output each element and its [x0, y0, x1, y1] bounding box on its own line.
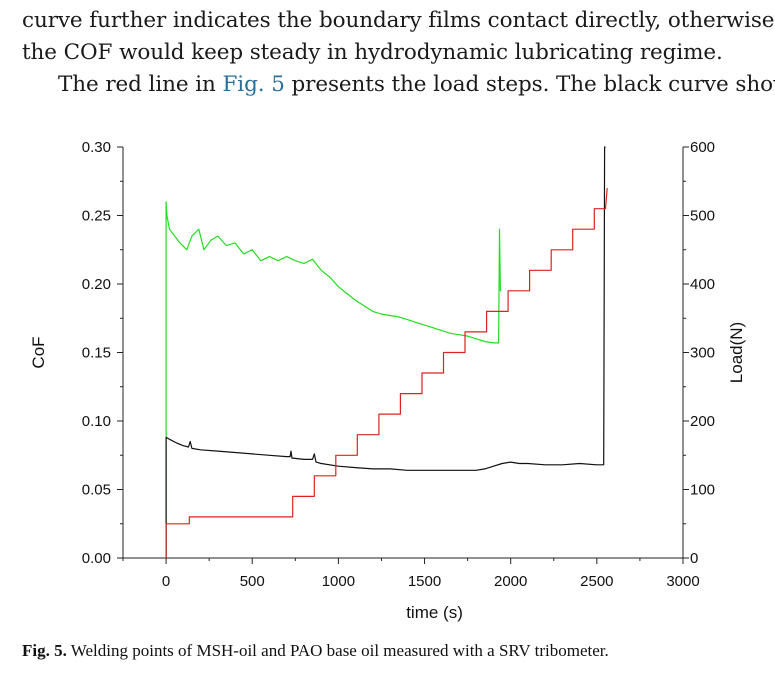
right-y-tick-label: 0	[690, 550, 698, 567]
figure-chart: 0.00 0.05 0.10 0.15 0.20 0.25 0.30 0 100 200 300 40…	[29, 139, 746, 622]
x-tick-label: 1500	[408, 573, 441, 590]
green-series-line	[165, 201, 502, 558]
paragraph-text: The red line in	[58, 72, 223, 97]
right-y-tick-label: 300	[690, 345, 715, 362]
x-tick-label: 0	[162, 573, 170, 590]
paragraph-line: curve further indicates the boundary fil…	[22, 8, 775, 33]
red-series-line	[165, 188, 608, 558]
left-y-tick-label: 0.05	[82, 482, 111, 499]
x-tick-label: 2000	[494, 573, 527, 590]
right-y-tick-label: 600	[690, 139, 715, 156]
x-tick-label: 3000	[666, 573, 699, 590]
right-y-tick-label: 500	[690, 208, 715, 225]
x-tick-label: 2500	[580, 573, 613, 590]
black-series-line	[165, 146, 606, 558]
x-tick-label: 500	[240, 573, 265, 590]
left-y-tick-label: 0.10	[82, 413, 111, 430]
left-y-tick-label: 0.15	[82, 345, 111, 362]
left-y-tick-label: 0.30	[82, 139, 111, 156]
right-y-tick-label: 100	[690, 482, 715, 499]
paragraph-line: The red line in Fig. 5 presents the load…	[58, 72, 775, 97]
left-y-tick-label: 0.20	[82, 276, 111, 293]
figure-caption: Fig. 5. Welding points of MSH-oil and PA…	[22, 641, 609, 661]
x-tick-label: 1000	[322, 573, 355, 590]
left-y-tick-label: 0.00	[82, 550, 111, 567]
paragraph-line: the COF would keep steady in hydrodynami…	[22, 40, 723, 65]
x-axis-title: time (s)	[406, 603, 463, 622]
caption-label: Fig. 5.	[22, 641, 67, 660]
left-y-axis-title: CoF	[29, 336, 48, 368]
right-y-tick-label: 400	[690, 276, 715, 293]
figure-link[interactable]: Fig. 5	[222, 72, 285, 97]
right-y-axis-title: Load(N)	[727, 322, 746, 383]
left-y-tick-label: 0.25	[82, 208, 111, 225]
right-y-tick-label: 200	[690, 413, 715, 430]
paragraph-text: presents the load steps. The black curve…	[284, 72, 775, 97]
caption-text: Welding points of MSH-oil and PAO base o…	[66, 641, 609, 660]
